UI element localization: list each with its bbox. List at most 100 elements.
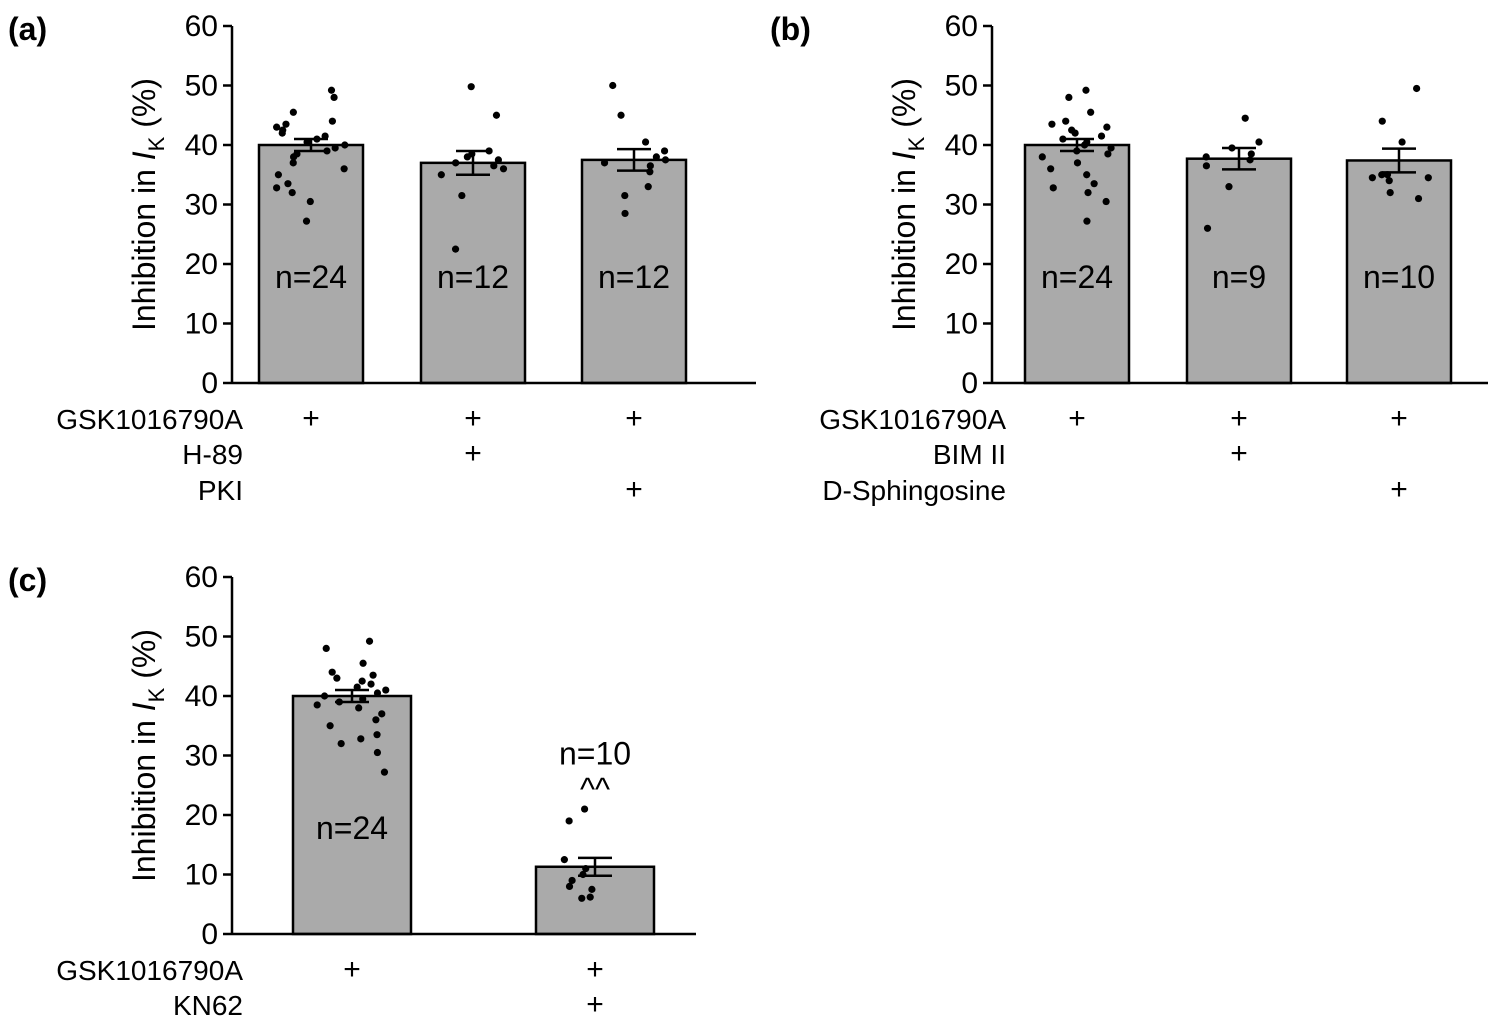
treatment-label: GSK1016790A [56, 404, 243, 435]
y-tick-label: 20 [185, 248, 218, 281]
data-point [582, 864, 590, 873]
data-point [328, 117, 336, 125]
data-point [580, 805, 589, 813]
data-point [1383, 171, 1392, 179]
data-point [1385, 177, 1393, 185]
n-label: n=9 [1212, 259, 1266, 295]
y-axis-label-symbol: I [886, 151, 922, 160]
data-point [293, 150, 301, 158]
data-point [485, 147, 493, 155]
data-point [565, 882, 574, 891]
axes [223, 575, 696, 936]
data-point [579, 870, 587, 879]
data-point [568, 876, 576, 885]
data-point [1084, 189, 1092, 197]
data-point [1083, 171, 1091, 179]
data-point [1228, 144, 1236, 152]
data-point [288, 189, 296, 197]
y-axis-label-prefix: Inhibition in [126, 711, 162, 882]
data-point [1104, 150, 1112, 158]
data-point [302, 217, 311, 225]
data-point [621, 191, 629, 200]
y-tick-label: 0 [201, 367, 218, 400]
chart-panel-c: (c) Inhibition in IK (%) n=24 n=10^^ 0 10 20 30… [8, 561, 696, 1020]
data-point [289, 108, 297, 116]
data-point [609, 81, 617, 90]
y-axis-label-suffix: (%) [886, 78, 922, 137]
data-point [380, 768, 389, 776]
n-label: n=24 [275, 259, 347, 295]
data-point [382, 686, 390, 694]
y-tick-label: 30 [945, 189, 978, 222]
treatment-marker: + [1230, 402, 1248, 435]
treatment-label: PKI [198, 475, 243, 506]
y-tick-label: 0 [201, 918, 218, 951]
data-point [313, 135, 321, 143]
data-point [313, 701, 321, 709]
data-point [1062, 117, 1070, 125]
data-point [372, 716, 380, 724]
data-point [327, 86, 336, 94]
panel-label: (a) [8, 11, 47, 47]
data-point [359, 695, 367, 703]
axes [223, 24, 756, 385]
y-tick-label: 10 [185, 859, 218, 892]
data-point [586, 893, 594, 901]
data-point [369, 671, 377, 679]
data-point [1414, 194, 1423, 203]
data-point [1368, 174, 1376, 182]
data-point [1102, 197, 1110, 206]
treatment-marker: + [586, 988, 604, 1020]
y-axis-label-suffix: (%) [126, 629, 162, 688]
chart-panel-a: (a) Inhibition in IK (%) n=24 n=12 n=12 0 10 20… [8, 10, 756, 506]
y-tick-label: 30 [185, 189, 218, 222]
data-point [499, 165, 508, 173]
data-point [358, 677, 366, 685]
y-tick-label: 20 [945, 248, 978, 281]
treatment-label: BIM II [933, 439, 1006, 470]
y-axis-label-subscript: K [144, 136, 169, 151]
data-point [274, 171, 282, 179]
data-point [1047, 165, 1055, 173]
data-point [341, 141, 349, 149]
data-point [337, 740, 345, 748]
y-tick-label: 40 [185, 129, 218, 162]
data-point [367, 680, 375, 688]
error-bar [1222, 146, 1256, 171]
data-point [437, 171, 445, 179]
data-point [1413, 84, 1421, 93]
y-tick-label: 50 [945, 70, 978, 103]
y-axis-label-subscript: K [904, 136, 929, 151]
data-point [1203, 224, 1212, 232]
data-point [660, 147, 669, 155]
data-point [340, 165, 348, 173]
data-point [1378, 117, 1386, 125]
data-point [492, 111, 501, 119]
y-tick-label: 50 [185, 70, 218, 103]
data-point [468, 150, 476, 158]
treatment-marker: + [1390, 473, 1408, 506]
data-point [284, 180, 292, 188]
data-point [355, 704, 363, 712]
data-point [1038, 153, 1046, 161]
data-point [1083, 138, 1091, 146]
data-point [1202, 162, 1211, 170]
data-point [320, 692, 329, 700]
data-point [357, 735, 365, 743]
y-tick-label: 40 [185, 680, 218, 713]
treatment-marker: + [464, 402, 482, 435]
data-point [661, 156, 670, 164]
treatment-label: KN62 [173, 990, 243, 1020]
data-point [326, 722, 334, 730]
data-point [359, 659, 367, 667]
treatment-marker: + [586, 953, 604, 986]
treatment-marker: + [625, 473, 643, 506]
n-label: n=24 [316, 810, 388, 846]
panel-label: (c) [8, 562, 47, 598]
data-point [490, 162, 498, 170]
data-point [1241, 114, 1249, 122]
data-point [600, 159, 609, 167]
significance-marker: ^^ [580, 771, 610, 807]
data-point [333, 674, 341, 682]
data-point [458, 191, 466, 200]
